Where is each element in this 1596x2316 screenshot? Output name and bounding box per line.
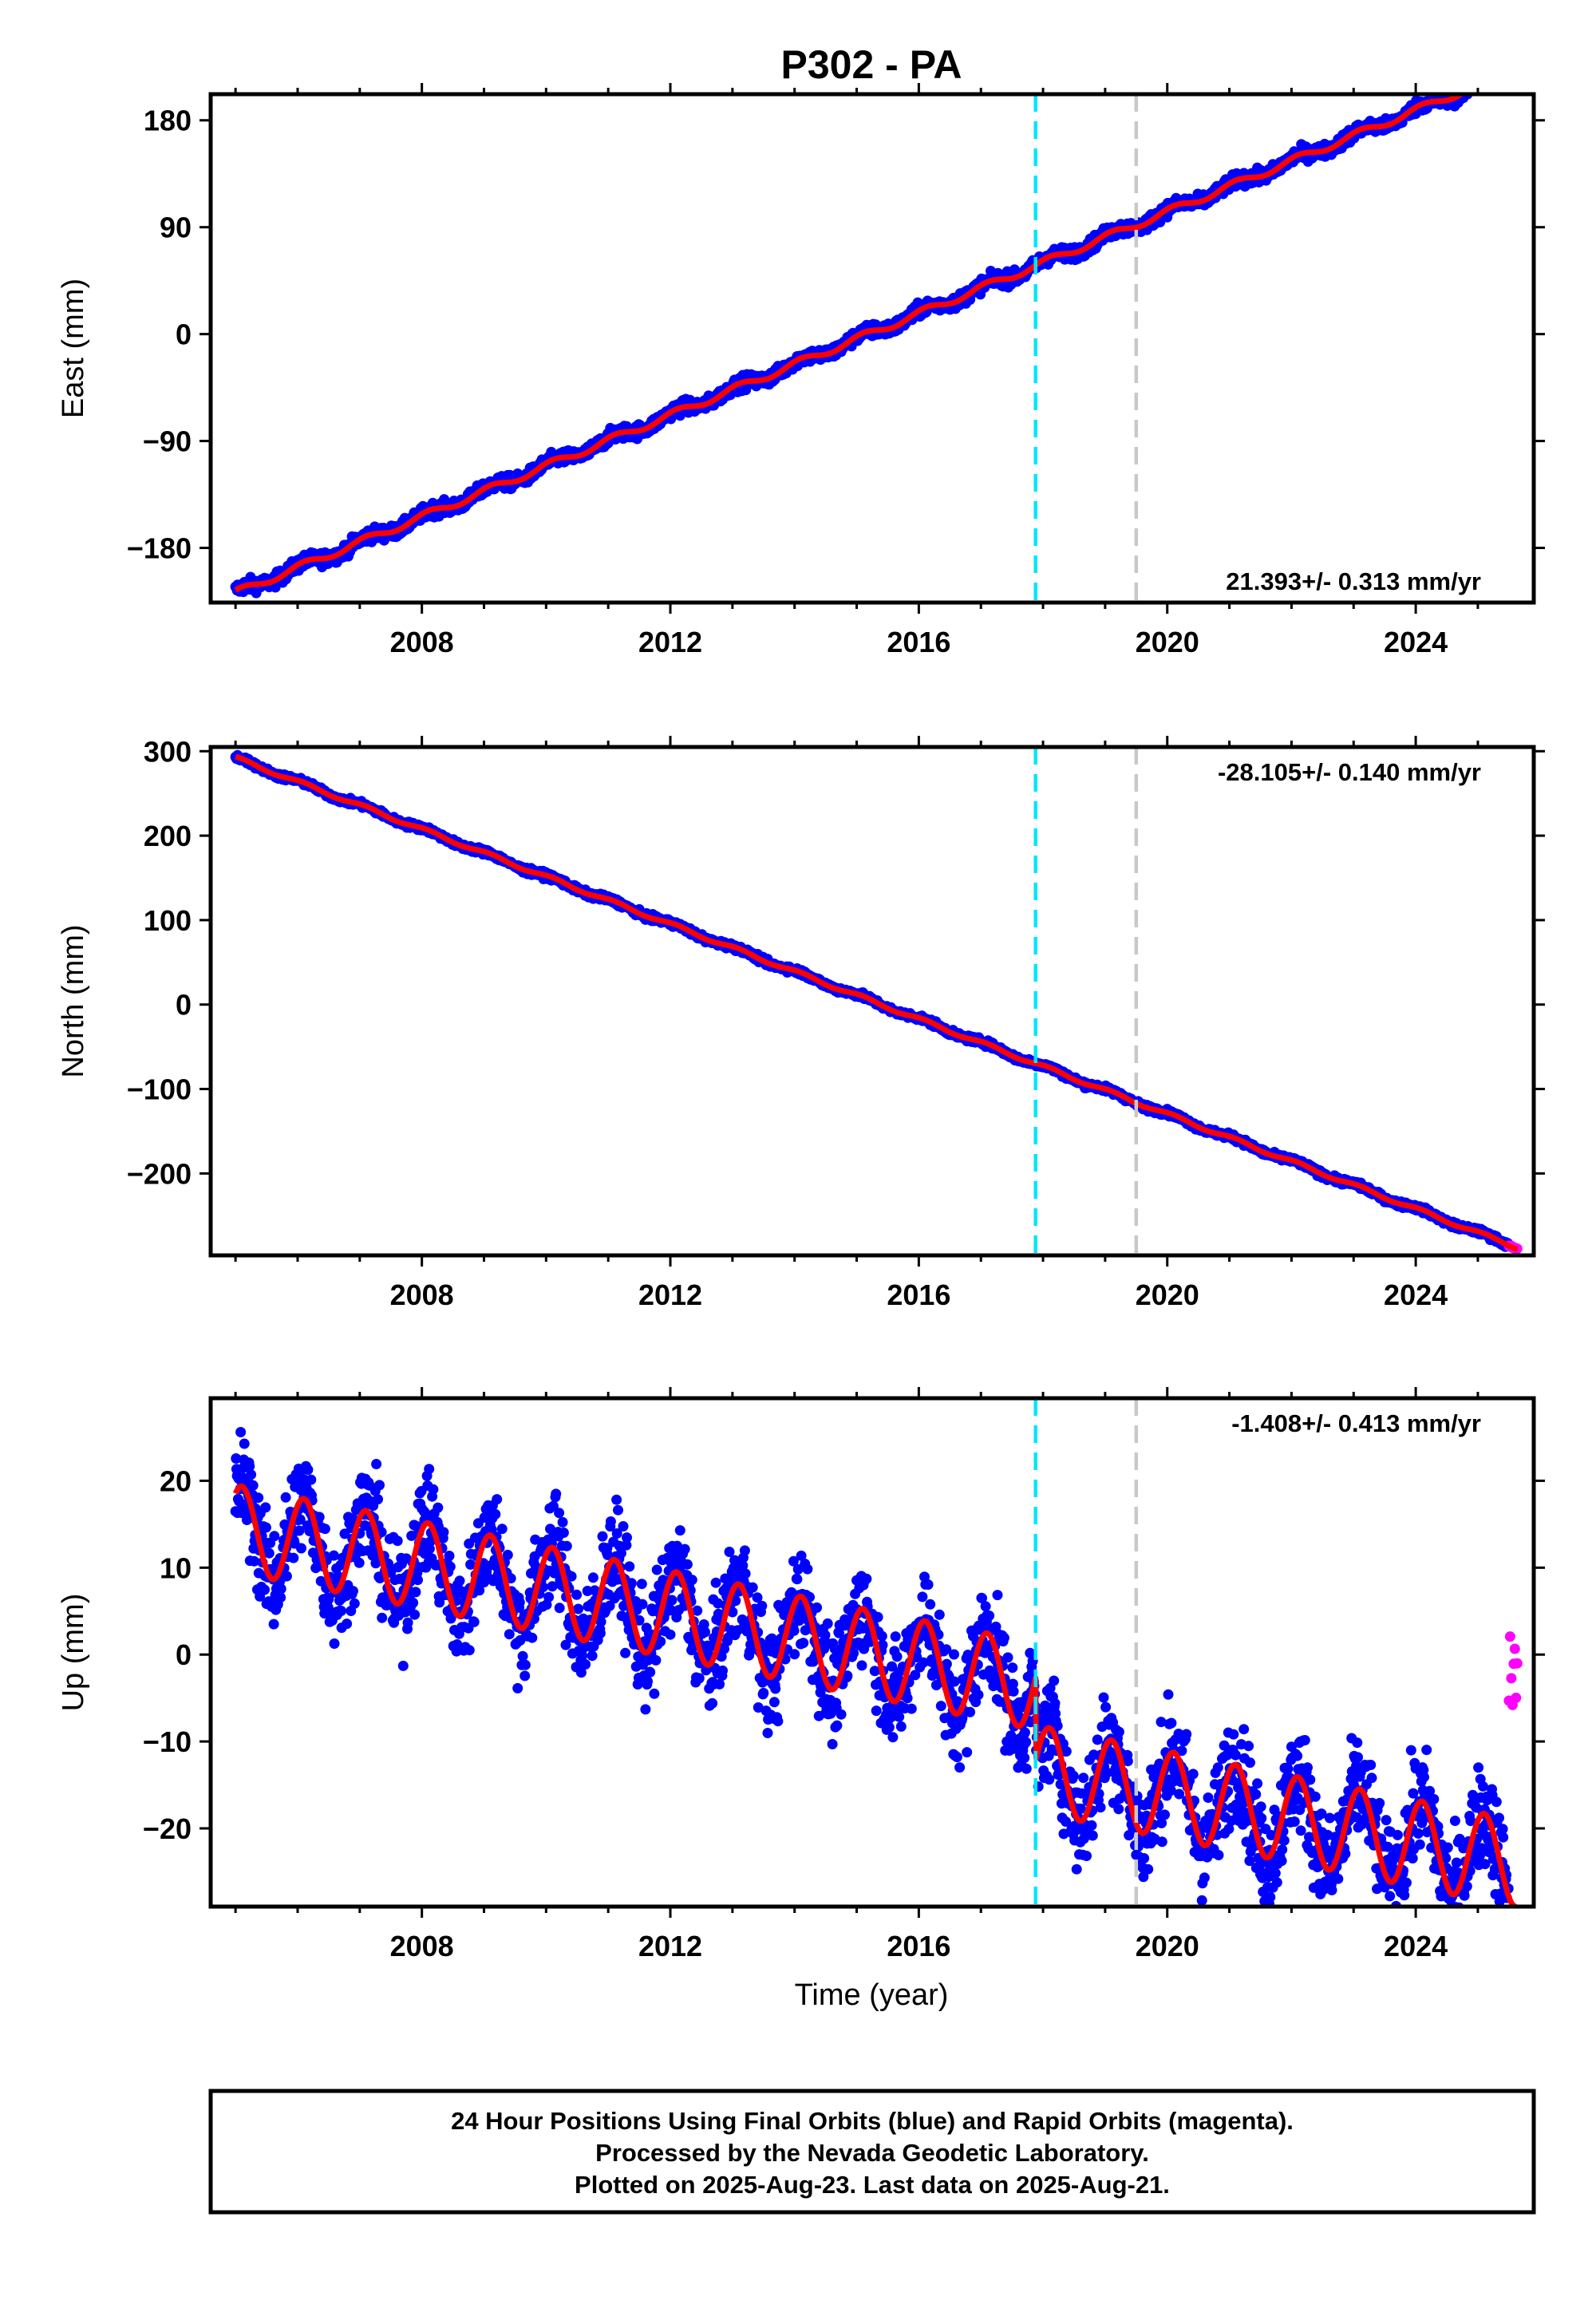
rapid-orbit-point (1505, 68, 1515, 78)
final-orbit-point (1471, 79, 1481, 89)
y-tick-label: −180 (127, 532, 192, 565)
final-orbit-point (1495, 74, 1505, 85)
final-orbit-point (1495, 67, 1505, 77)
x-tick-label: 2008 (390, 626, 454, 658)
x-tick-label: 2024 (1384, 626, 1448, 658)
final-orbit-point (1472, 80, 1482, 90)
final-orbit-point (1463, 81, 1473, 92)
x-tick-label: 2016 (887, 626, 950, 658)
final-orbit-point (1483, 74, 1493, 85)
final-orbit-point (1486, 70, 1496, 81)
final-orbit-point (1465, 78, 1476, 89)
final-orbit-point (1482, 71, 1492, 81)
final-orbit-point (1488, 73, 1499, 84)
rapid-orbit-point (1512, 66, 1523, 77)
final-orbit-point (1477, 77, 1487, 88)
final-orbit-point (1489, 77, 1499, 87)
final-orbit-point (1474, 79, 1484, 89)
final-orbit-point (1495, 73, 1506, 84)
final-orbit-point (1483, 71, 1493, 81)
final-orbit-point (1460, 82, 1470, 93)
rapid-orbit-point (1511, 68, 1521, 78)
final-orbit-point (1491, 68, 1501, 78)
final-orbit-point (1491, 73, 1501, 83)
final-orbit-point (1476, 77, 1487, 88)
data-layer (230, 749, 1523, 1255)
final-orbit-point (1493, 73, 1503, 84)
final-orbit-point (1489, 72, 1499, 82)
final-orbit-point (1487, 69, 1497, 80)
final-orbit-point (1491, 68, 1502, 78)
final-orbit-point (1490, 78, 1500, 89)
final-orbit-point (1502, 67, 1512, 77)
final-orbit-point (1499, 72, 1510, 82)
final-orbit-point (1480, 70, 1491, 81)
rate-label: 21.393+/- 0.313 mm/yr (1226, 567, 1481, 595)
final-orbit-point (1500, 65, 1511, 75)
east-panel: 180 90 0 −90 −180 2008 2012 2016 2020 2024 East (m… (57, 65, 1545, 658)
final-orbit-point (1499, 69, 1510, 79)
final-orbit-point (1501, 72, 1511, 82)
y-tick-label: 0 (176, 318, 192, 351)
final-orbit-point (1487, 68, 1498, 78)
final-orbit-point (1484, 72, 1495, 82)
final-orbit-point (1502, 66, 1512, 77)
final-orbit-point (1467, 80, 1477, 90)
y-tick-label: −90 (143, 425, 192, 458)
final-orbit-point (1477, 77, 1487, 88)
rapid-orbit-point (1503, 70, 1514, 81)
final-orbit-point (1465, 77, 1476, 88)
final-orbit-point (1485, 74, 1495, 85)
rapid-orbit-point (1510, 68, 1520, 78)
final-orbit-point (1480, 69, 1491, 80)
final-orbit-point (1475, 72, 1485, 82)
final-orbit-point (1476, 77, 1486, 87)
final-orbit-point (1476, 73, 1486, 83)
final-orbit-point (1503, 67, 1514, 77)
final-orbit-point (1499, 69, 1509, 80)
final-orbit-point (1498, 67, 1508, 77)
final-orbit-point (1487, 67, 1498, 77)
final-orbit-point (1467, 81, 1477, 91)
y-axis-label: East (mm) (57, 279, 90, 418)
rapid-orbit-points (1503, 65, 1522, 81)
y-tick-label: 180 (144, 105, 192, 137)
final-orbit-point (1474, 79, 1484, 89)
final-orbit-point (1472, 76, 1483, 86)
figure-title: P302 - PA (781, 42, 962, 87)
x-tick-label: 2020 (1136, 626, 1199, 658)
final-orbit-point (1461, 76, 1472, 86)
final-orbit-point (1496, 73, 1507, 83)
data-layer (230, 65, 1522, 599)
y-tick-label: 90 (160, 211, 192, 244)
final-orbit-point (1483, 74, 1494, 85)
final-orbit-point (1486, 70, 1496, 81)
final-orbit-point (1479, 69, 1489, 79)
model-curve (233, 94, 1466, 593)
final-orbit-point (1496, 71, 1507, 81)
final-orbit-point (1494, 68, 1504, 78)
final-orbit-point (1479, 76, 1490, 86)
final-orbit-point (1503, 75, 1513, 85)
final-orbit-point (1479, 73, 1489, 83)
final-orbit-point (1497, 70, 1507, 81)
final-orbit-point (1501, 69, 1511, 80)
rapid-orbit-point (1507, 69, 1518, 80)
final-orbit-point (1484, 72, 1495, 82)
final-orbit-point (1498, 73, 1508, 83)
rapid-orbit-point (1508, 65, 1519, 76)
final-orbit-point (1478, 77, 1488, 87)
final-orbit-point (1493, 68, 1503, 78)
rapid-orbit-point (1506, 70, 1516, 81)
final-orbit-point (1459, 81, 1469, 92)
x-tick-label: 2012 (638, 626, 702, 658)
final-orbit-point (1482, 73, 1492, 84)
final-orbit-point (1492, 67, 1503, 77)
final-orbit-point (1461, 83, 1472, 93)
final-orbit-point (1491, 67, 1502, 77)
final-orbit-point (1481, 70, 1491, 81)
